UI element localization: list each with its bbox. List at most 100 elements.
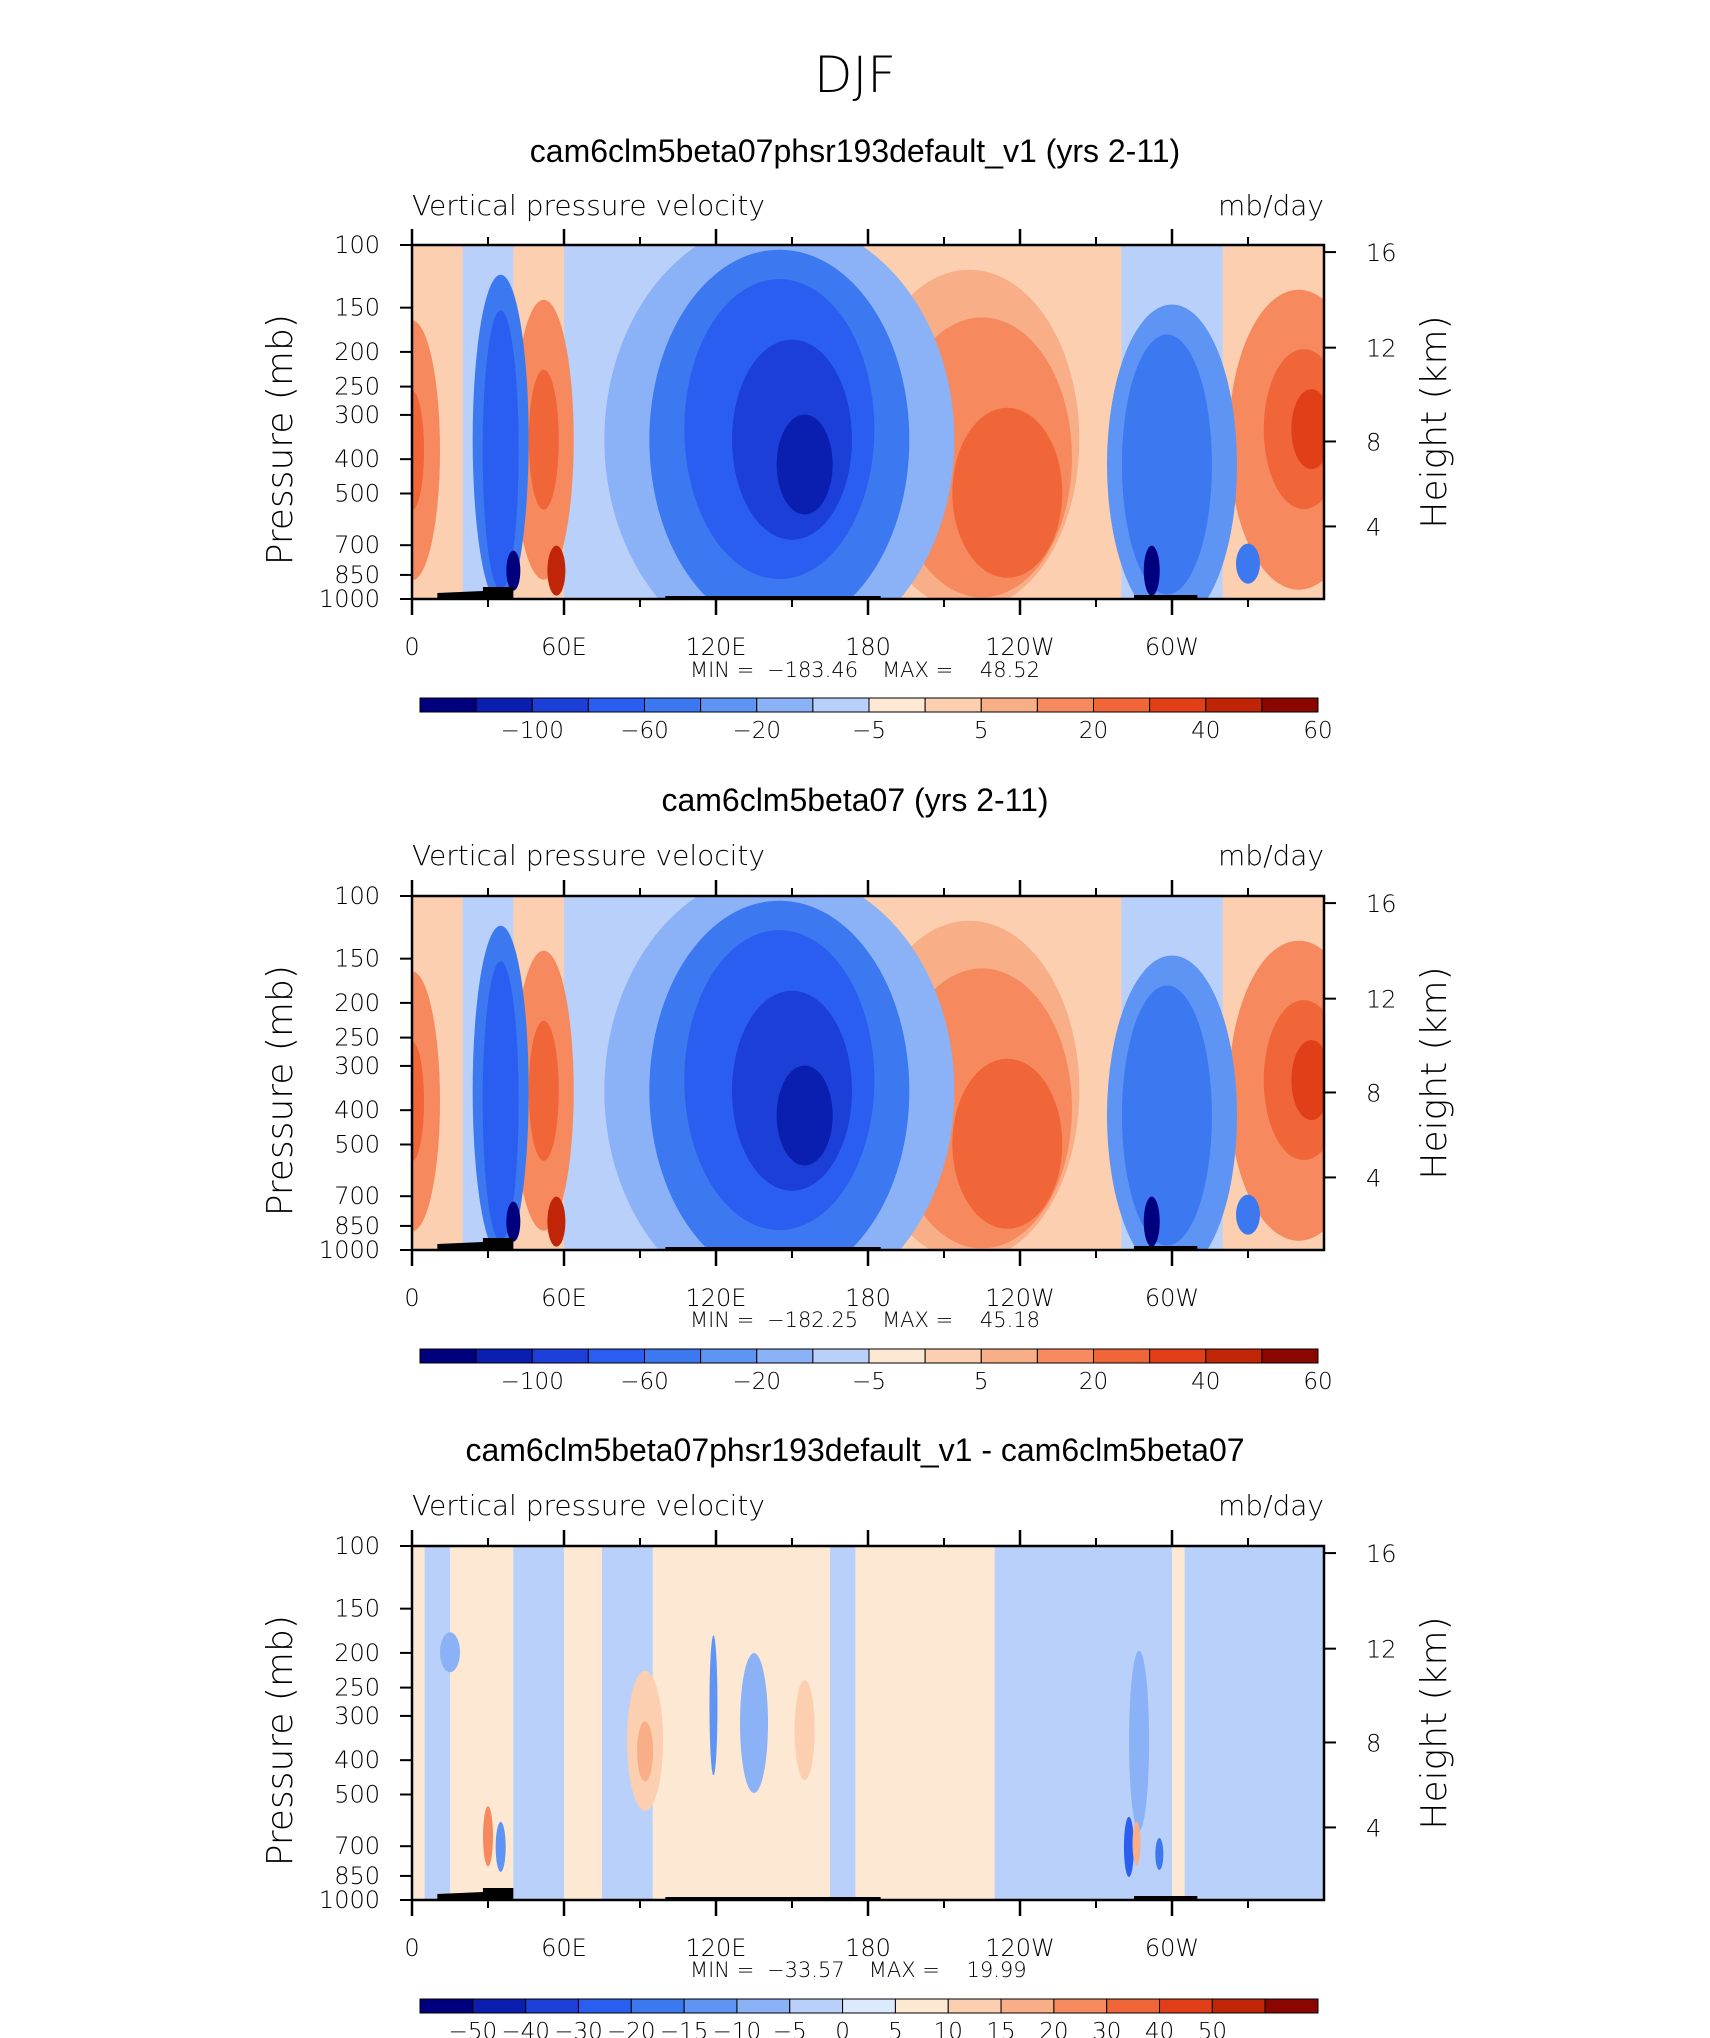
warm-peak-atlantic — [1291, 389, 1324, 470]
y2-tick-label: 16 — [1366, 890, 1397, 918]
colorbar-swatch — [1211, 1998, 1266, 2014]
min-max-text: MIN = −183.46 MAX = 48.52 — [690, 658, 1040, 682]
diff-cold-maritime — [740, 1653, 768, 1793]
colorbar-label: 30 — [1092, 2019, 1121, 2038]
colorbar-label: −20 — [732, 718, 781, 744]
colorbar-swatch — [1036, 1348, 1094, 1364]
diff-warm-pacific — [794, 1680, 815, 1781]
x-tick-label: 60W — [1145, 1284, 1199, 1312]
colorbar-label: −5 — [852, 1369, 886, 1395]
colorbar-swatch — [683, 1998, 738, 2014]
colorbar-label: 5 — [974, 718, 989, 744]
colorbar-swatch — [756, 1348, 814, 1364]
cold-core-africa — [482, 310, 519, 591]
panel-1: cam6clm5beta07phsr193default_v1 (yrs 2-1… — [260, 133, 1455, 744]
y-tick-label: 850 — [334, 1862, 380, 1890]
colorbar-swatch — [947, 1998, 1002, 2014]
y-tick-label: 100 — [334, 1532, 380, 1560]
cold-small-atlantic — [1236, 1194, 1260, 1235]
panel-units: mb/day — [1218, 1489, 1324, 1522]
panel-units: mb/day — [1218, 839, 1324, 872]
x-tick-label: 0 — [404, 633, 419, 661]
colorbar-swatch — [630, 1998, 685, 2014]
diff-strip-5 — [1058, 1546, 1172, 1900]
y-tick-label: 700 — [334, 531, 380, 559]
colorbar-label: −15 — [660, 2019, 709, 2038]
panel-units: mb/day — [1218, 189, 1324, 222]
colorbar-swatch — [700, 1348, 758, 1364]
diff-warm-africa — [483, 1806, 493, 1867]
colorbar-label: 20 — [1039, 2019, 1068, 2038]
y2-tick-label: 12 — [1366, 1636, 1397, 1664]
x-tick-label: 60E — [541, 1284, 587, 1312]
colorbar-swatch — [531, 1348, 589, 1364]
x-tick-label: 60W — [1145, 633, 1199, 661]
colorbar-swatch — [577, 1998, 632, 2014]
colorbar-swatch — [644, 697, 702, 713]
diff-cold-upper — [440, 1632, 460, 1673]
colorbar-swatch — [1053, 1998, 1108, 2014]
y-tick-label: 200 — [334, 1639, 380, 1667]
panel-2: cam6clm5beta07 (yrs 2-11) Vertical pressu… — [260, 782, 1455, 1395]
colorbar-swatch — [1036, 697, 1094, 713]
y-tick-label: 250 — [334, 1674, 380, 1702]
panel-title: cam6clm5beta07phsr193default_v1 (yrs 2-1… — [530, 133, 1180, 169]
colorbar-swatch — [894, 1998, 949, 2014]
colorbar-label: 0 — [835, 2019, 850, 2038]
warm-core-0 — [412, 1041, 424, 1162]
colorbar-swatch — [1264, 1998, 1319, 2014]
y2-tick-label: 4 — [1366, 513, 1381, 541]
y-axis-label: Pressure (mb) — [260, 1615, 301, 1866]
colorbar-swatch — [736, 1998, 791, 2014]
diff-strip-6 — [1184, 1546, 1324, 1900]
colorbar-swatch — [1261, 697, 1319, 713]
colorbar-swatch — [587, 697, 645, 713]
y-tick-label: 1000 — [319, 585, 380, 613]
x-tick-label: 180 — [845, 1934, 891, 1962]
cold-peak-africa — [506, 550, 521, 591]
panel-subtitle-left: Vertical pressure velocity — [412, 1489, 765, 1522]
cold-peak-africa — [506, 1201, 521, 1242]
x-tick-label: 120W — [985, 1284, 1055, 1312]
colorbar-swatch — [924, 1348, 982, 1364]
y-tick-label: 300 — [334, 401, 380, 429]
colorbar-label: 40 — [1191, 718, 1220, 744]
colorbar-swatch — [980, 1348, 1038, 1364]
y-tick-label: 1000 — [319, 1236, 380, 1264]
y-tick-label: 400 — [334, 445, 380, 473]
y-tick-label: 150 — [334, 945, 380, 973]
colorbar-swatch — [1000, 1998, 1055, 2014]
colorbar-swatch — [812, 1348, 870, 1364]
y-tick-label: 1000 — [319, 1886, 380, 1914]
y2-axis-label: Height (km) — [1414, 1616, 1455, 1829]
colorbar-swatch — [419, 1998, 474, 2014]
x-tick-label: 60E — [541, 633, 587, 661]
colorbar-label: 20 — [1079, 718, 1108, 744]
warm-blob-0 — [412, 320, 440, 581]
colorbar-swatch — [1261, 1348, 1319, 1364]
y-tick-label: 250 — [334, 373, 380, 401]
colorbar-swatch — [644, 1348, 702, 1364]
panel-title: cam6clm5beta07 (yrs 2-11) — [661, 782, 1048, 818]
figure-title: DJF — [814, 46, 896, 104]
y-tick-label: 500 — [334, 480, 380, 508]
colorbar-swatch — [756, 697, 814, 713]
y2-tick-label: 8 — [1366, 1079, 1381, 1107]
colorbar-label: 40 — [1145, 2019, 1174, 2038]
y-tick-label: 100 — [334, 882, 380, 910]
colorbar-label: 20 — [1079, 1369, 1108, 1395]
colorbar-swatch — [868, 697, 926, 713]
cold-core-south-america — [1121, 334, 1212, 595]
colorbar-label: −20 — [607, 2019, 656, 2038]
y-axis-label: Pressure (mb) — [260, 965, 301, 1216]
panel-subtitle-left: Vertical pressure velocity — [412, 839, 765, 872]
x-tick-label: 0 — [404, 1284, 419, 1312]
y-tick-label: 850 — [334, 1212, 380, 1240]
y2-tick-label: 16 — [1366, 1540, 1397, 1568]
colorbar-label: −100 — [501, 1369, 564, 1395]
cold-core-africa — [482, 961, 519, 1242]
colorbar-label: 5 — [974, 1369, 989, 1395]
colorbar-swatch — [525, 1998, 579, 2014]
y2-tick-label: 16 — [1366, 239, 1397, 267]
